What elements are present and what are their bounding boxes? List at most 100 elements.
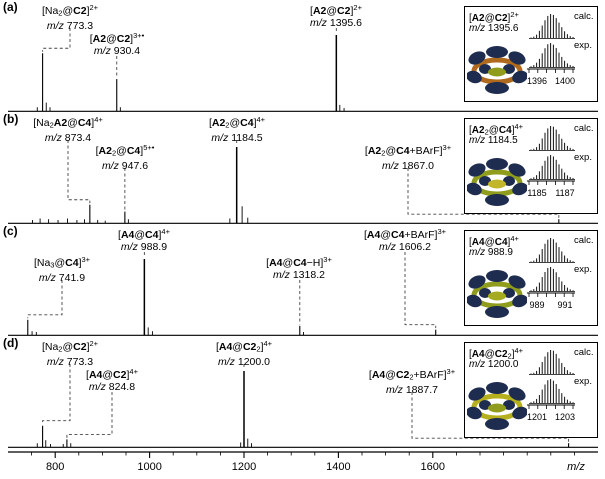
- molecule-blob: [512, 406, 527, 420]
- peak-assignment: [Na2A2@C4]4+: [33, 115, 103, 130]
- peak-assignment: [A22@C4+BArF]3+: [364, 143, 452, 158]
- isotope-pattern-exp: [529, 267, 575, 292]
- inset-box: [A4@C4]4+ m/z 988.9 calc. exp. 989 991: [464, 230, 598, 326]
- peak-label: [Na2@C2]2+ m/z 773.3: [42, 338, 98, 369]
- calc-label: calc.: [574, 11, 594, 22]
- isotope-tick-labels: 1396 1400: [523, 76, 579, 86]
- calc-label: calc.: [574, 123, 594, 134]
- molecule-blob: [486, 270, 508, 282]
- molecule-structure: [467, 158, 527, 206]
- peak-mz: m/z 1867.0: [382, 160, 434, 173]
- peak-mz: m/z 988.9: [120, 241, 168, 254]
- inset-mz-value: m/z 1184.5: [469, 135, 518, 146]
- peak-mz: m/z 1318.2: [273, 269, 325, 282]
- inset-title: [A2@C2]2+: [469, 10, 519, 24]
- peak-assignment: [Na2@C2]2+: [41, 3, 99, 18]
- panel-letter-c: (c): [3, 224, 18, 238]
- peak-label: [A2@C2]2+ m/z 1395.6: [310, 2, 362, 30]
- peak-mz: m/z 873.4: [44, 132, 92, 145]
- peak-label: [Na2A2@C4]4+ m/z 873.4: [33, 114, 103, 145]
- x-axis: 800 1000 1200 1400 1600 m/z: [8, 451, 598, 473]
- isotope-pattern-exp: [529, 43, 575, 68]
- panel-letter-d: (d): [3, 336, 19, 350]
- isotope-pattern-calc: [529, 350, 575, 375]
- molecule-blob: [468, 387, 486, 401]
- isotope-axis: [527, 292, 575, 297]
- x-axis-label: m/z: [567, 461, 585, 473]
- peak-assignment: [A4@C4−H]3+: [266, 255, 332, 269]
- isotope-tick-label: 1400: [554, 76, 576, 86]
- peak-mz: m/z 741.9: [38, 272, 86, 285]
- peak-assignment: [A4@C22]4+: [215, 339, 273, 354]
- molecule-structure: [467, 382, 527, 430]
- inset-mz-value: m/z 1200.0: [469, 359, 519, 370]
- peak-mz: m/z 773.3: [46, 20, 94, 33]
- peak-label: [Na3@C4]3+ m/z 741.9: [34, 254, 90, 285]
- panel-letter-a: (a): [3, 0, 18, 14]
- peak-label: [A22@C4]5+• m/z 947.6: [96, 142, 155, 173]
- peak-assignment: [A22@C4]5+•: [95, 143, 155, 158]
- inset-mz-value: m/z 988.9: [469, 247, 513, 258]
- panel-d: (d) [Na2@C2]2+ m/z 773.3 [A4@C2]4+ m/z 824.8…: [0, 336, 605, 448]
- peak-mz: m/z 930.4: [93, 45, 141, 58]
- inset-mz-value: m/z 1395.6: [469, 23, 519, 34]
- spectrum-plot-d: [8, 364, 598, 448]
- x-tick-label: 800: [46, 461, 64, 473]
- x-tick-label: 1200: [232, 461, 256, 473]
- panel-letter-b: (b): [3, 112, 19, 126]
- isotope-pattern-exp: [529, 379, 575, 404]
- molecule-blob: [467, 406, 482, 420]
- molecule-blob: [479, 64, 491, 74]
- peak-assignment: [A4@C4]4+: [118, 227, 170, 241]
- molecule-blob: [485, 306, 509, 318]
- molecule-structure: [467, 270, 527, 318]
- isotope-axis: [527, 404, 575, 409]
- x-tick-label: 1600: [421, 461, 445, 473]
- peak-assignment: [Na3@C4]3+: [33, 255, 91, 270]
- isotope-tick-label: 1203: [554, 412, 576, 422]
- peak-label: [A4@C22+BArF]3+ m/z 1887.7: [369, 366, 455, 397]
- leader-line: [404, 252, 437, 329]
- isotope-pattern-calc: [529, 126, 575, 151]
- molecule-core: [488, 67, 506, 77]
- peak-label: [A2@C2]3+• m/z 930.4: [90, 30, 145, 58]
- inset-box: [A22@C4]4+ m/z 1184.5 calc. exp. 1185 1187: [464, 118, 598, 214]
- isotope-axis: [527, 68, 575, 73]
- leader-line: [42, 28, 71, 52]
- spectrum-plot-c: [8, 252, 598, 336]
- molecule-blob: [467, 294, 482, 308]
- peak-assignment: [A2@C2]3+•: [89, 31, 145, 45]
- inset-box: [A4@C22]4+ m/z 1200.0 calc. exp. 1201 1203: [464, 342, 598, 438]
- leader-line: [407, 168, 560, 218]
- molecule-blob: [479, 288, 491, 298]
- peak-label: [A4@C22]4+ m/z 1200.0: [216, 338, 272, 369]
- exp-label: exp.: [574, 264, 592, 275]
- isotope-pattern-exp: [529, 155, 575, 180]
- peak-mz: m/z 824.8: [88, 381, 136, 394]
- leader-line: [411, 392, 570, 442]
- molecule-blob: [486, 158, 508, 170]
- leader-line: [67, 140, 91, 204]
- molecule-blob: [503, 176, 515, 186]
- molecule-blob: [468, 51, 486, 65]
- panel-b: (b) [Na2A2@C4]4+ m/z 873.4 [A22@C4]5+• m/z 9…: [0, 112, 605, 224]
- peak-assignment: [A2@C2]2+: [310, 3, 362, 17]
- molecule-blob: [512, 70, 527, 84]
- isotope-tick-label: 1201: [526, 412, 548, 422]
- exp-label: exp.: [574, 40, 592, 51]
- isotope-pattern-calc: [529, 14, 575, 39]
- isotope-tick-labels: 1201 1203: [523, 412, 579, 422]
- peak-mz: m/z 1200.0: [218, 356, 270, 369]
- molecule-blob: [486, 382, 508, 394]
- peak-label: [A4@C2]4+ m/z 824.8: [86, 366, 138, 394]
- molecule-blob: [508, 275, 526, 289]
- panel-a: (a) [Na2@C2]2+ m/z 773.3 [A2@C2]3+• m/z 930.…: [0, 0, 605, 112]
- peak-label: [A22@C4]4+ m/z 1184.5: [209, 114, 265, 145]
- leader-line: [27, 280, 63, 319]
- peak-assignment: [A22@C4]4+: [208, 115, 266, 130]
- leader-line: [42, 364, 71, 425]
- molecule-blob: [468, 275, 486, 289]
- molecule-structure: [467, 46, 527, 94]
- peak-assignment: [A4@C22+BArF]3+: [368, 367, 456, 382]
